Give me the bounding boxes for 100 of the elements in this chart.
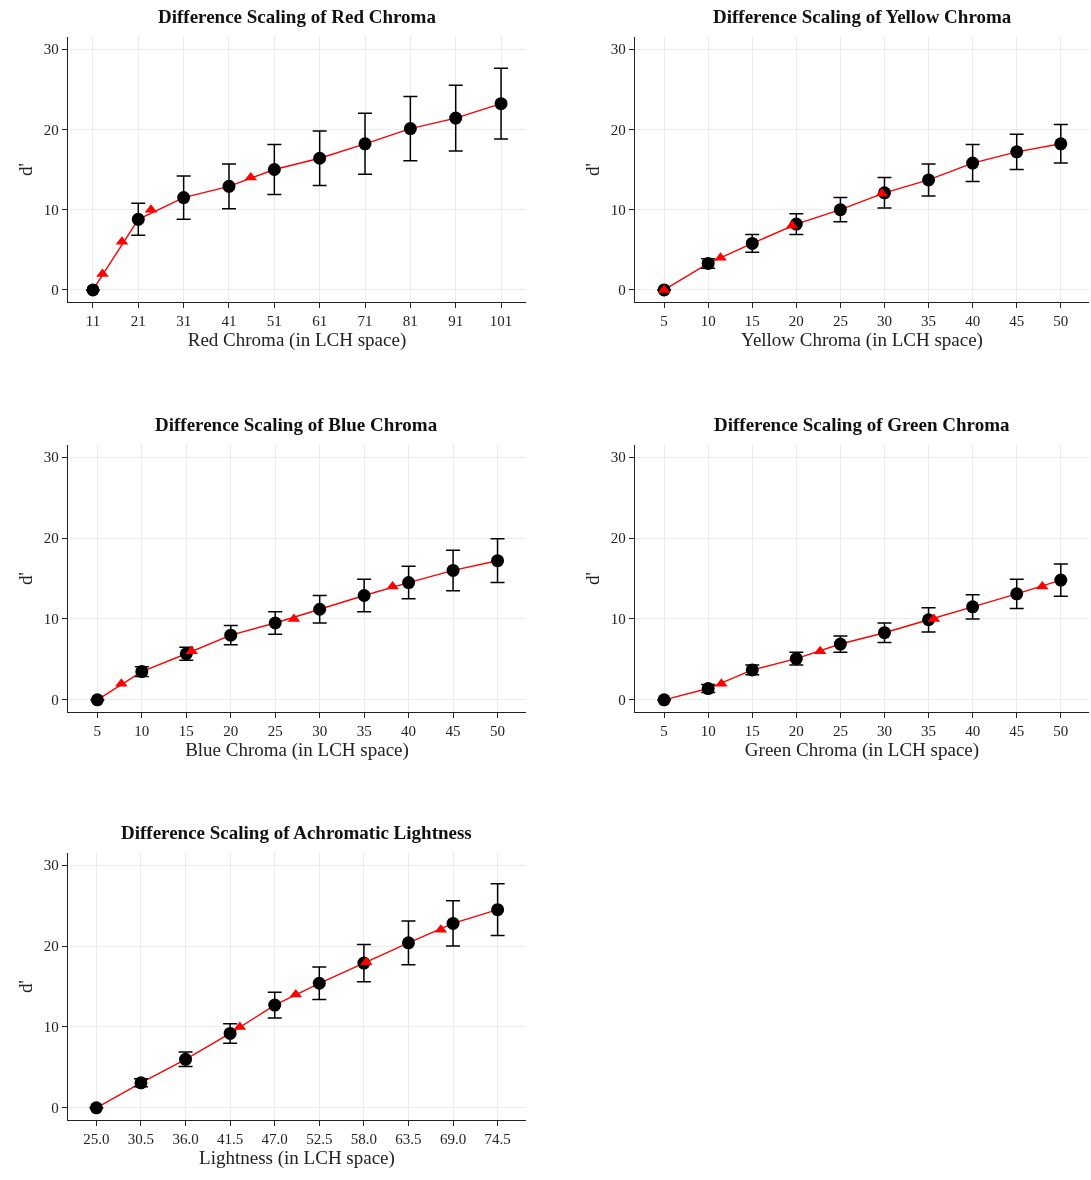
x-tick-label: 41.5 (216, 1131, 244, 1148)
point (89, 1101, 103, 1115)
x-tick-label: 40 (965, 723, 981, 740)
point (268, 616, 282, 630)
chart-title: Difference Scaling of Red Chroma (158, 6, 437, 27)
x-tick-label: 40 (965, 313, 981, 330)
x-tick-label: 50 (1053, 723, 1069, 740)
y-tick-label: 30 (43, 449, 59, 466)
y-tick-label: 20 (43, 530, 59, 547)
point (1010, 145, 1024, 159)
point (86, 283, 100, 297)
y-tick-label: 20 (43, 938, 59, 955)
point (1054, 137, 1068, 151)
point (185, 645, 198, 655)
point (90, 693, 104, 707)
x-tick-label: 35 (921, 313, 937, 330)
x-tick-label: 69.0 (439, 1131, 467, 1148)
x-tick-label: 20 (788, 313, 804, 330)
x-tick-label: 15 (744, 723, 760, 740)
x-axis-title: Red Chroma (in LCH space) (187, 329, 407, 352)
point (491, 903, 505, 917)
y-tick-label: 20 (610, 530, 626, 547)
point (813, 645, 827, 655)
y-tick-label: 30 (610, 449, 626, 466)
point (966, 156, 980, 170)
point (268, 998, 282, 1012)
x-axis-title: Green Chroma (in LCH space) (744, 739, 980, 762)
point (224, 628, 238, 642)
point (357, 588, 371, 602)
x-tick-label: 25 (832, 723, 848, 740)
x-tick-label: 25 (832, 313, 848, 330)
y-tick-label: 20 (610, 121, 626, 138)
point (402, 576, 416, 590)
x-tick-label: 10 (700, 313, 716, 330)
point (833, 203, 847, 217)
x-tick-label: 81 (402, 313, 418, 330)
chart-title: Difference Scaling of Blue Chroma (155, 414, 438, 435)
y-tick-label: 10 (43, 1019, 59, 1036)
x-tick-label: 101 (489, 313, 513, 330)
x-tick-label: 30.5 (127, 1131, 155, 1148)
x-axis-title: Lightness (in LCH space) (199, 1147, 395, 1170)
x-tick-label: 41 (221, 313, 237, 330)
point (494, 97, 508, 111)
x-tick-label: 47.0 (261, 1131, 288, 1148)
point (446, 563, 460, 577)
x-tick-label: 35 (921, 723, 937, 740)
x-tick-label: 20 (223, 723, 239, 740)
y-tick-label: 10 (43, 201, 59, 218)
x-tick-label: 58.0 (350, 1131, 378, 1148)
y-tick-label: 0 (51, 1100, 59, 1117)
y-axis-title: d' (581, 163, 603, 176)
point (491, 554, 505, 568)
x-tick-label: 36.0 (172, 1131, 199, 1148)
chart-title: Difference Scaling of Green Chroma (714, 414, 1010, 435)
x-tick-label: 30 (876, 313, 892, 330)
x-tick-label: 10 (700, 723, 716, 740)
point (403, 122, 417, 136)
point (922, 173, 936, 187)
x-tick-label: 51 (266, 313, 282, 330)
x-tick-label: 35 (356, 723, 372, 740)
y-tick-label: 10 (610, 611, 626, 628)
y-tick-label: 30 (43, 41, 59, 58)
x-tick-label: 71 (357, 313, 373, 330)
x-tick-label: 10 (134, 723, 150, 740)
y-tick-label: 0 (51, 692, 59, 709)
point (966, 600, 980, 614)
point (657, 693, 671, 707)
point (313, 602, 327, 616)
x-tick-label: 45 (1009, 313, 1025, 330)
y-tick-label: 30 (43, 857, 59, 874)
y-tick-label: 30 (610, 41, 626, 58)
y-axis-title: d' (14, 572, 36, 585)
chart-title: Difference Scaling of Achromatic Lightness (121, 822, 472, 843)
x-tick-label: 45 (445, 723, 461, 740)
y-tick-label: 0 (618, 692, 626, 709)
x-tick-label: 30 (312, 723, 328, 740)
x-tick-label: 25 (267, 723, 283, 740)
point (131, 212, 145, 226)
point (223, 1026, 237, 1040)
x-tick-label: 30 (876, 723, 892, 740)
x-tick-label: 40 (401, 723, 417, 740)
point (1054, 573, 1068, 587)
x-tick-label: 5 (660, 723, 668, 740)
x-tick-label: 15 (744, 313, 760, 330)
y-tick-label: 10 (610, 201, 626, 218)
chart-title: Difference Scaling of Yellow Chroma (713, 6, 1012, 27)
x-tick-label: 74.5 (484, 1131, 511, 1148)
x-tick-label: 11 (85, 313, 101, 330)
point (401, 936, 415, 950)
x-tick-label: 25.0 (83, 1131, 110, 1148)
point (1010, 587, 1024, 601)
point (177, 191, 191, 205)
x-tick-label: 31 (176, 313, 192, 330)
y-axis-title: d' (14, 980, 36, 993)
y-tick-label: 10 (43, 611, 59, 628)
x-tick-label: 5 (660, 313, 668, 330)
y-tick-label: 20 (43, 121, 59, 138)
x-tick-label: 52.5 (306, 1131, 333, 1148)
x-tick-label: 63.5 (395, 1131, 422, 1148)
x-tick-label: 50 (1053, 313, 1069, 330)
